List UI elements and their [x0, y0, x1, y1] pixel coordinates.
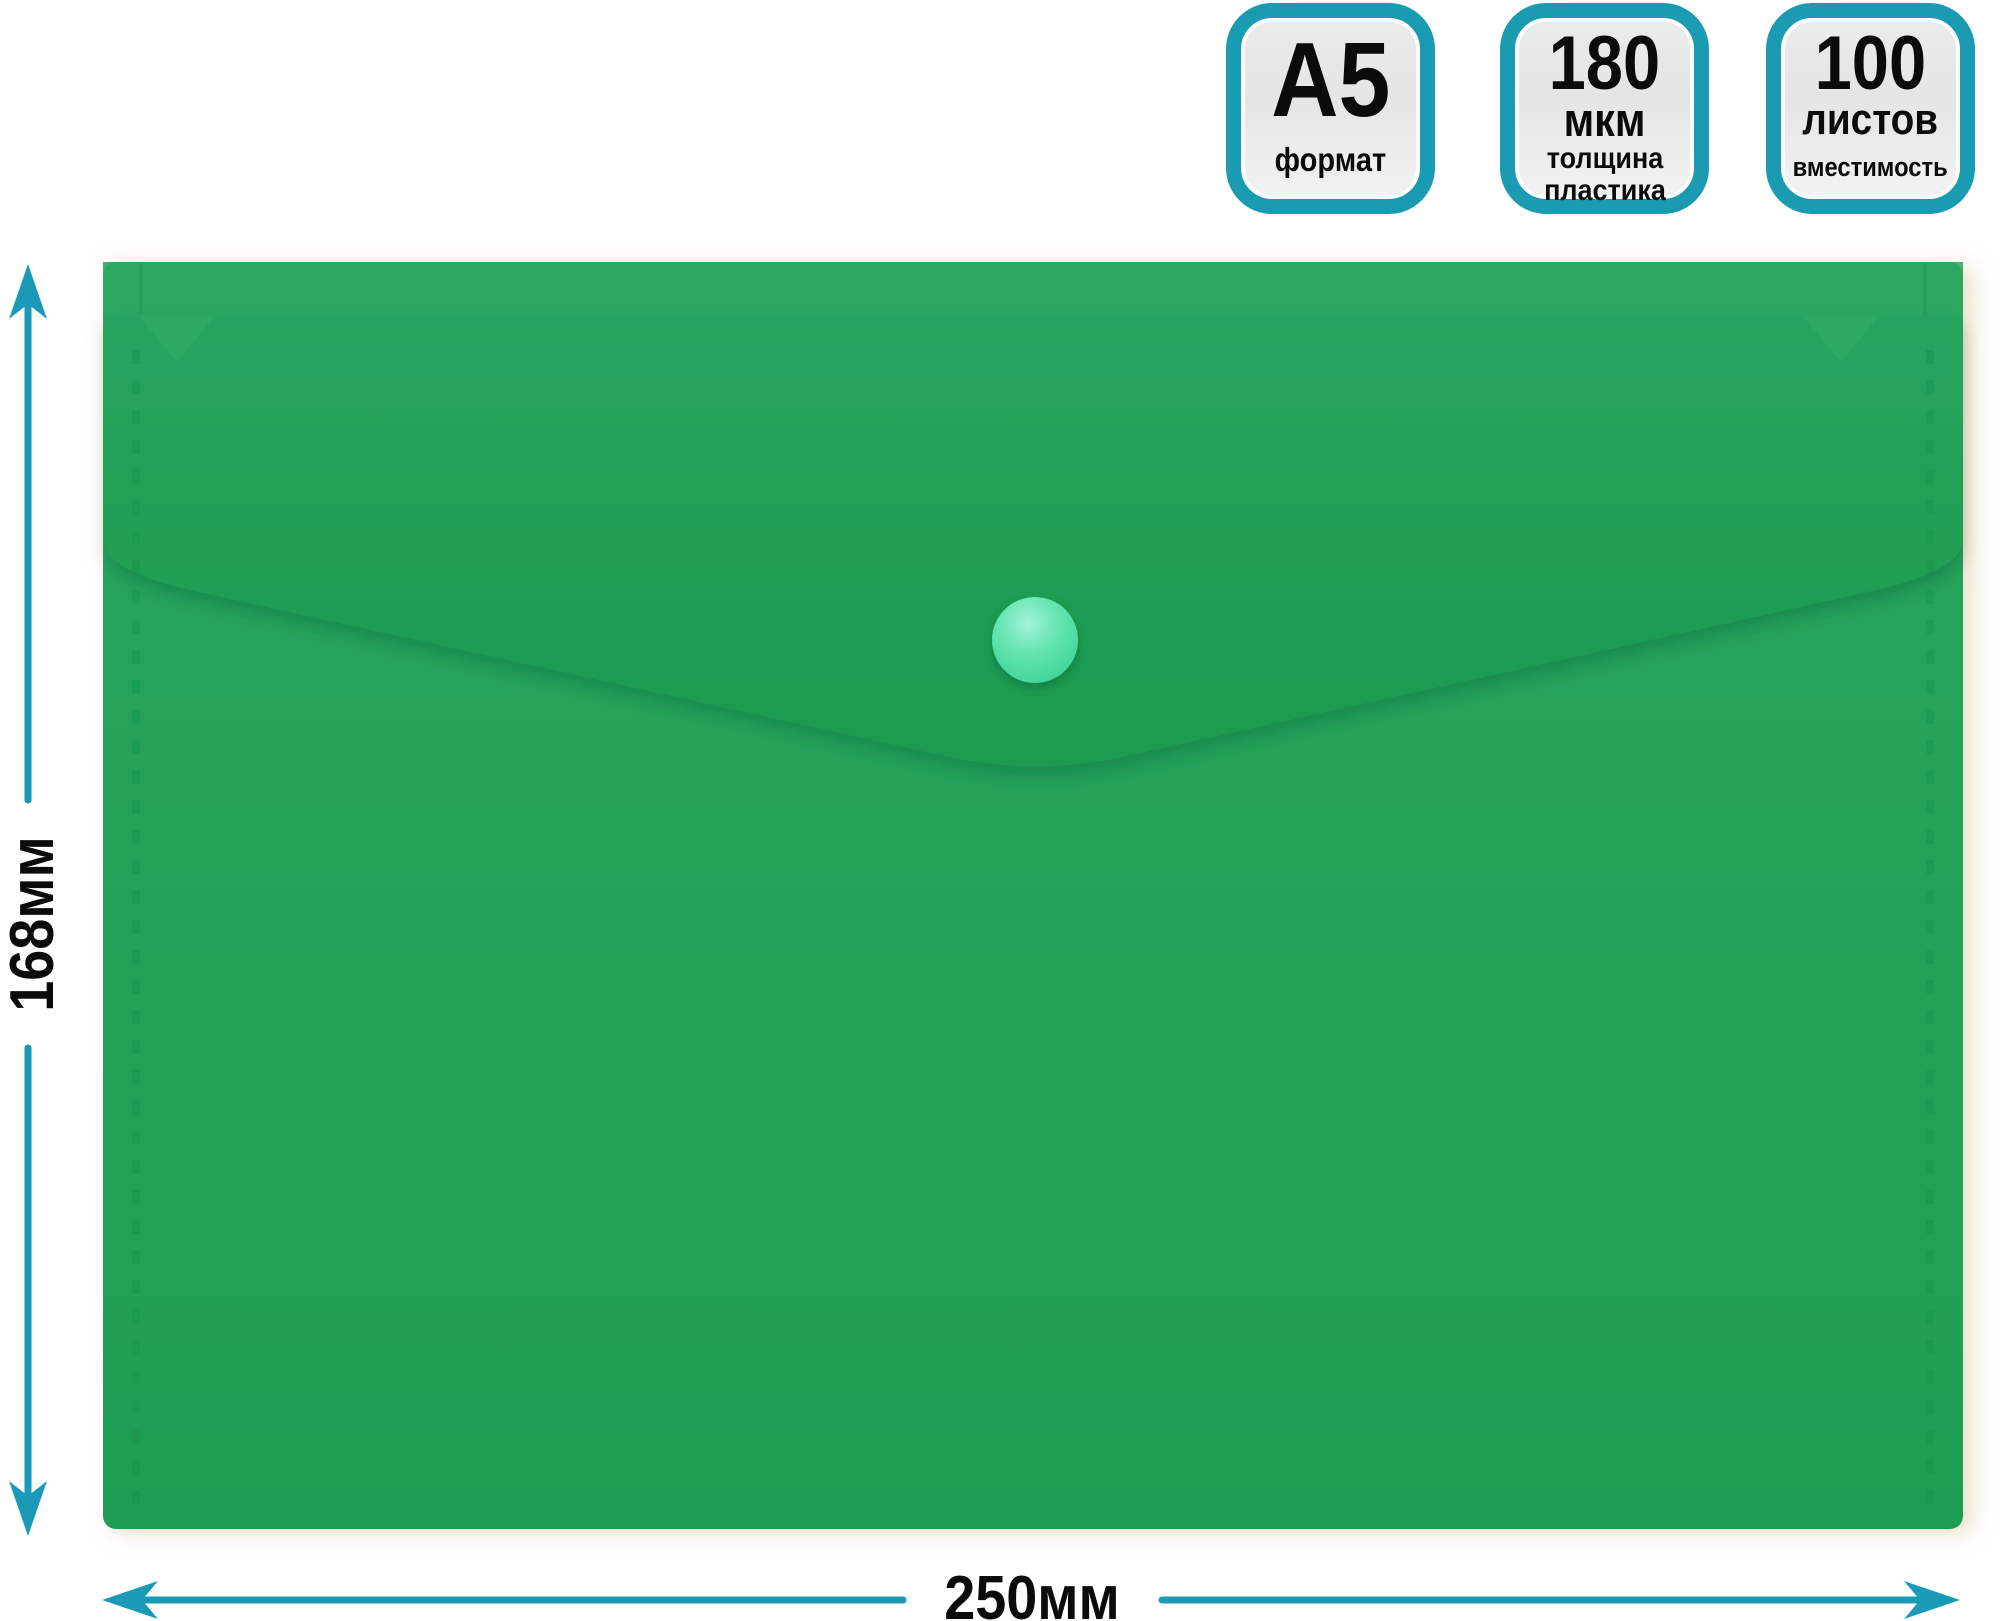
badge-thickness-unit: мкм: [1563, 93, 1646, 147]
badge-capacity-value: 100: [1814, 21, 1927, 106]
width-dimension: 250мм: [102, 1564, 1960, 1621]
badge-thickness-value: 180: [1548, 21, 1661, 106]
arrowhead-right-icon: [1904, 1581, 1960, 1619]
spec-badges: А5 формат 180 мкм толщина пластика 100 л…: [0, 0, 2000, 220]
flap-notch-left: [139, 316, 215, 362]
spec-badge-capacity: 100 листов вместимость: [1766, 3, 1975, 214]
spec-badge-format: А5 формат: [1226, 3, 1435, 214]
arrowhead-up-icon: [9, 264, 47, 319]
flap-notch-right: [1803, 316, 1879, 362]
badge-capacity-unit: листов: [1802, 95, 1939, 145]
snap-button: [992, 597, 1078, 683]
envelope-flap: [103, 316, 1963, 767]
envelope: [103, 262, 1963, 1529]
badge-format-value: А5: [1270, 21, 1391, 139]
arrowhead-down-icon: [9, 1481, 47, 1536]
width-label: 250мм: [944, 1564, 1120, 1621]
badge-capacity-caption: вместимость: [1792, 152, 1949, 182]
height-dimension: 168мм: [0, 264, 67, 1536]
badge-format-caption: формат: [1274, 141, 1387, 178]
height-label: 168мм: [0, 836, 67, 1012]
spec-badge-thickness: 180 мкм толщина пластика: [1500, 3, 1709, 214]
badge-thickness-caption: толщина пластика: [1543, 142, 1666, 207]
arrowhead-left-icon: [102, 1581, 158, 1619]
